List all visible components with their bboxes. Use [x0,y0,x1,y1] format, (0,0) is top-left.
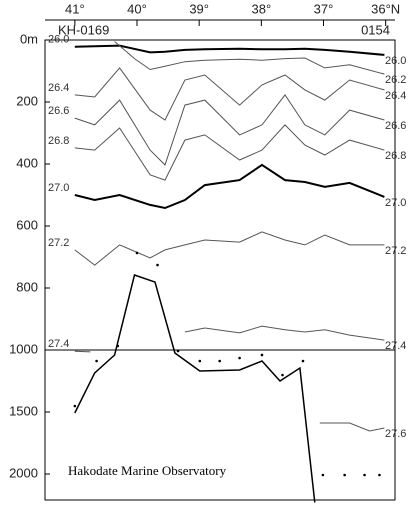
contour-label: 26.4 [385,90,406,102]
y-tick-label: 1500 [9,403,38,418]
x-tick-label: 36°N [371,1,400,16]
x-tick-label: 41° [65,1,85,16]
sample-point [176,349,180,353]
isopycnal [74,44,385,56]
sample-point [218,359,221,363]
isopycnal [74,325,385,353]
contour-label: 26.6 [385,120,406,132]
station-label: 0154 [361,22,390,37]
bottom-topography [74,274,316,503]
y-tick-label: 0m [20,31,38,46]
station-label: KH-0169 [58,22,109,37]
y-tick-label: 600 [16,217,38,232]
sample-point [363,473,366,477]
sample-point [238,356,241,360]
sample-point [343,473,346,477]
x-tick-label: 40° [127,1,147,16]
x-tick-label: 37° [314,1,334,16]
isopycnal [74,124,385,181]
isopycnal [74,231,385,266]
footer-label: Hakodate Marine Observatory [68,463,227,478]
y-tick-label: 800 [16,279,38,294]
sample-point [116,344,120,348]
isopycnal [74,94,385,166]
sample-point [156,263,159,267]
contour-label: 26.6 [48,105,69,117]
isopycnal [114,41,385,75]
sample-point [95,359,98,363]
sample-point [198,359,202,363]
sample-point [281,373,284,377]
x-tick-label: 39° [189,1,209,16]
contour-label: 26.0 [385,55,406,67]
contour-label: 26.8 [48,135,69,147]
sample-point [321,473,325,477]
sample-point [135,251,139,255]
sample-point [260,353,264,357]
isopycnal [74,163,385,210]
contour-label: 27.2 [385,245,406,257]
contour-label: 26.4 [48,82,69,94]
y-tick-label: 1000 [9,341,38,356]
contour-label: 27.2 [48,237,69,249]
contour-label: 27.4 [48,338,69,350]
sample-point [301,359,305,363]
contour-label: 27.0 [48,182,69,194]
plot-frame [44,39,396,501]
contour-label: 26.0 [48,34,69,46]
contour-label: 27.4 [385,340,406,352]
y-tick-label: 400 [16,155,38,170]
isopycnal [319,422,385,432]
y-tick-label: 200 [16,93,38,108]
sample-point [378,473,381,477]
contour-label: 26.8 [385,150,406,162]
contour-label: 26.2 [385,74,406,86]
y-tick-label: 2000 [9,465,38,480]
sample-point [73,404,77,408]
isopycnal [74,67,385,121]
contour-label: 27.6 [385,428,406,440]
x-tick-label: 38° [252,1,272,16]
contour-label: 27.0 [385,197,406,209]
